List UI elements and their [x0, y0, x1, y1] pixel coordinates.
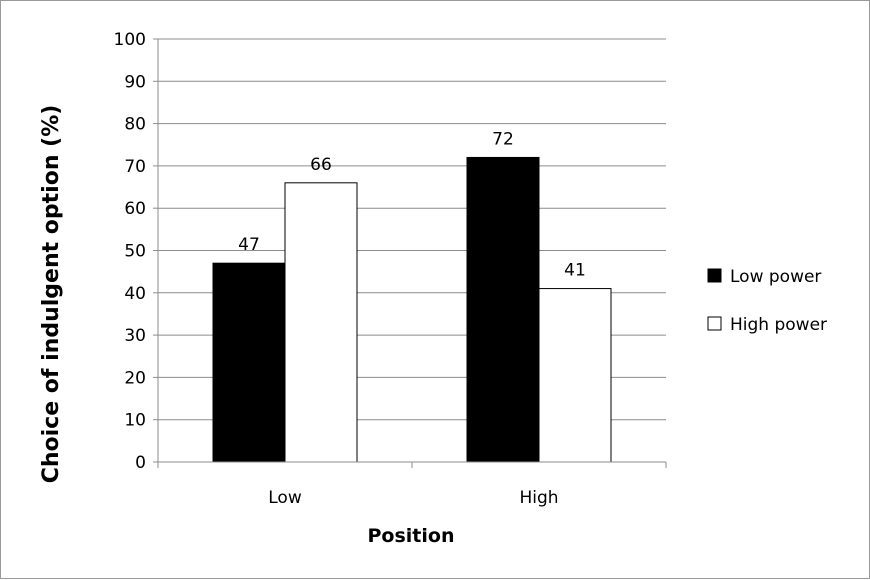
- legend-label: High power: [730, 315, 827, 335]
- legend-label: Low power: [730, 267, 821, 287]
- bar: [538, 288, 612, 463]
- data-label: 66: [310, 155, 332, 175]
- data-label: 41: [564, 261, 586, 281]
- y-tick-label: 80: [124, 115, 146, 135]
- bars: [212, 156, 612, 463]
- legend-swatch: [707, 316, 722, 331]
- y-tick-label: 20: [124, 368, 146, 388]
- x-tick-label: High: [519, 488, 558, 508]
- bar: [466, 156, 540, 463]
- bar: [284, 182, 358, 463]
- data-labels: 47 66 72 41: [238, 129, 586, 280]
- legend: Low power High power: [707, 267, 827, 335]
- legend-swatch: [707, 268, 722, 283]
- y-tick-label: 0: [135, 453, 146, 473]
- y-tick-label: 70: [124, 157, 146, 177]
- y-tick-label: 30: [124, 326, 146, 346]
- bar: [212, 262, 286, 463]
- x-tick-label: Low: [268, 488, 302, 508]
- data-label: 72: [492, 129, 514, 149]
- y-axis-title: Choice of indulgent option (%): [39, 105, 64, 484]
- y-tick-label: 60: [124, 199, 146, 219]
- data-label: 47: [238, 235, 260, 255]
- y-tick-label: 100: [114, 30, 146, 50]
- axes: 0 10 20 30 40 50 60 70 80 90 100 Low High: [114, 30, 667, 508]
- x-axis-title: Position: [368, 525, 455, 547]
- y-tick-label: 40: [124, 284, 146, 304]
- y-tick-label: 50: [124, 242, 146, 262]
- y-tick-label: 90: [124, 72, 146, 92]
- y-tick-label: 10: [124, 411, 146, 431]
